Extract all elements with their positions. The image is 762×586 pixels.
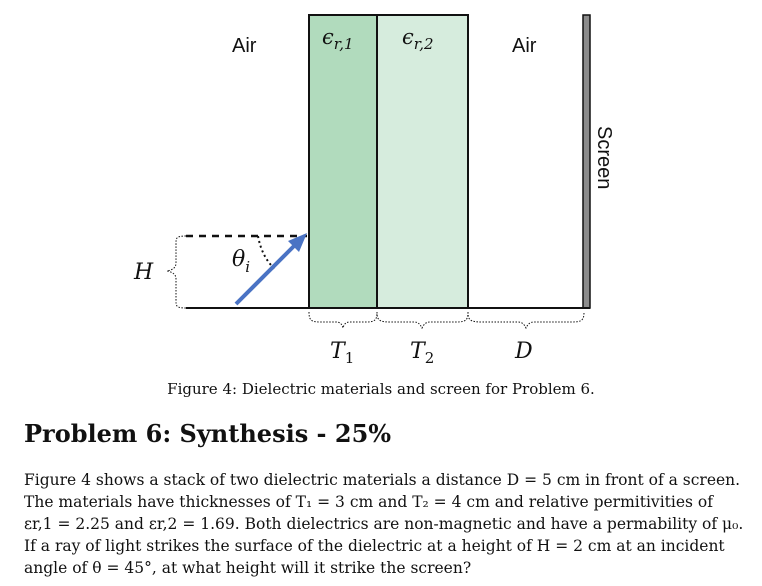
label-screen: Screen bbox=[593, 126, 615, 189]
figure-caption: Figure 4: Dielectric materials and scree… bbox=[167, 380, 595, 398]
label-air-right: Air bbox=[512, 35, 537, 57]
ray-arrowhead bbox=[288, 233, 307, 252]
label-H: H bbox=[133, 260, 154, 285]
label-T2: T2 bbox=[410, 339, 434, 367]
problem-line: Figure 4 shows a stack of two dielectric… bbox=[24, 471, 741, 489]
label-air-left: Air bbox=[232, 35, 257, 57]
dielectric-slab-1 bbox=[308, 14, 378, 309]
problem-line: εr,1 = 2.25 and εr,2 = 1.69. Both dielec… bbox=[24, 515, 744, 533]
brace-T1 bbox=[308, 311, 378, 329]
problem-line: angle of θ = 45°, at what height will it… bbox=[24, 559, 472, 577]
label-theta: θi bbox=[232, 247, 250, 276]
screen-bar bbox=[582, 14, 591, 309]
problem-title: Problem 6: Synthesis - 25% bbox=[24, 419, 392, 448]
dielectric-diagram: Air Air ϵr,1 ϵr,2 Screen θi H T1 T2 D bbox=[133, 14, 615, 367]
label-T1: T1 bbox=[330, 339, 354, 367]
problem-line: The materials have thicknesses of T₁ = 3… bbox=[24, 493, 713, 511]
brace-T2 bbox=[376, 311, 469, 330]
brace-H bbox=[166, 235, 187, 309]
problem-statement: Figure 4 shows a stack of two dielectric… bbox=[24, 469, 744, 579]
dielectric-slab-2 bbox=[376, 14, 469, 309]
label-D: D bbox=[514, 339, 533, 364]
problem-line: If a ray of light strikes the surface of… bbox=[24, 537, 725, 555]
brace-D bbox=[467, 311, 585, 330]
figure-diagram: Air Air ϵr,1 ϵr,2 Screen θi H T1 T2 D bbox=[133, 14, 615, 367]
light-ray bbox=[234, 241, 299, 306]
